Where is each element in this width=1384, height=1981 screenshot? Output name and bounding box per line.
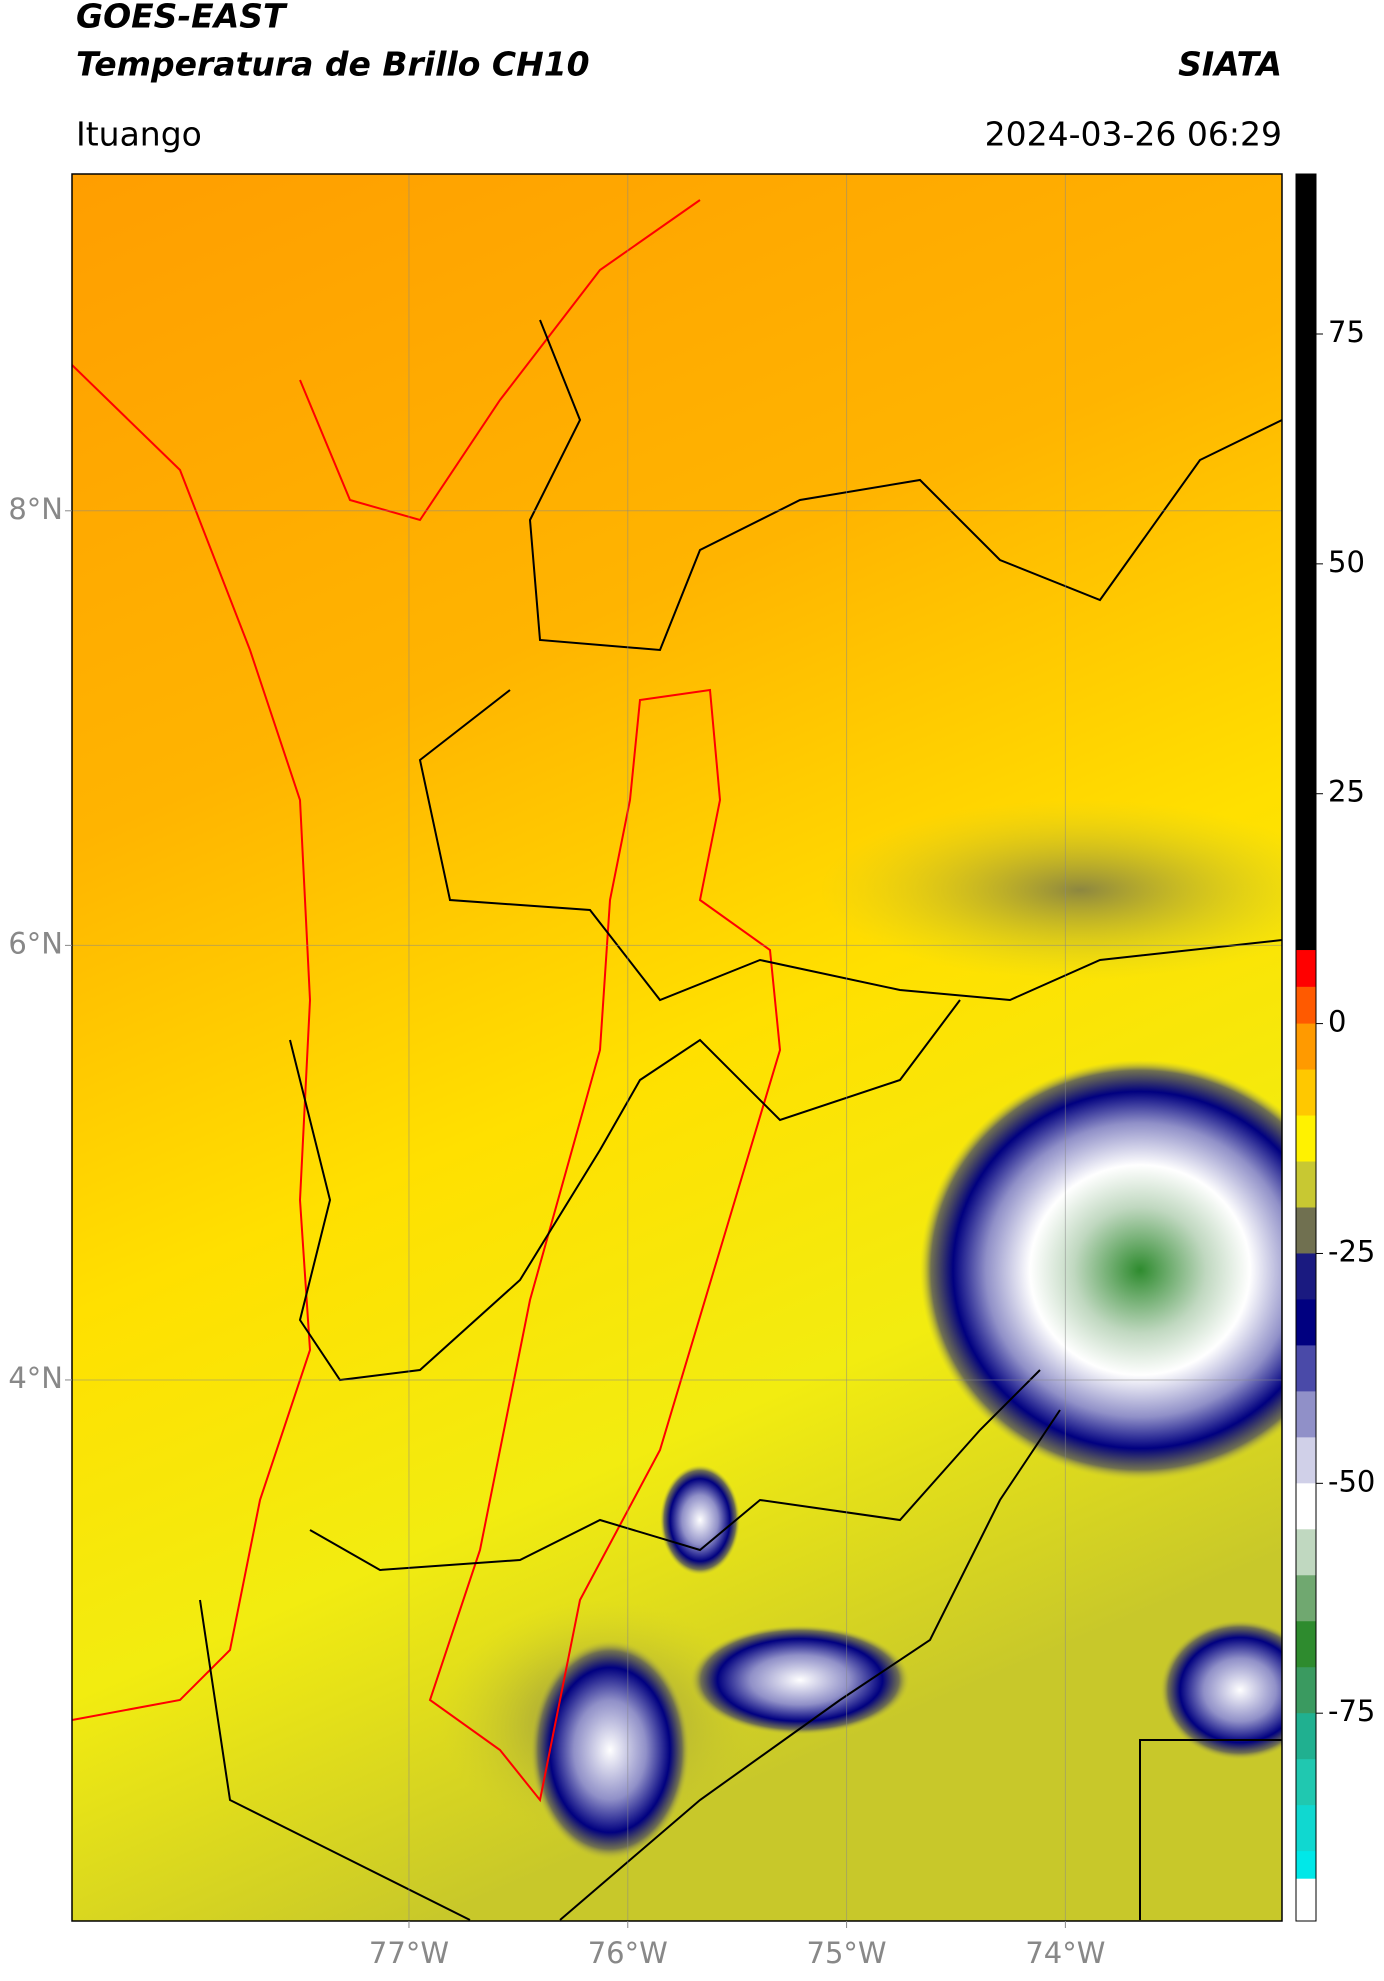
lon-tick-label: 75°W [807, 1936, 887, 1970]
border [289, 999, 961, 1382]
colorbar-tick-label: -50 [1328, 1464, 1375, 1498]
border [199, 1409, 1282, 1921]
colorbar-segment [1296, 950, 1316, 988]
cloud [530, 1640, 690, 1860]
lat-tick-label: 8°N [8, 492, 63, 526]
map-frame [71, 173, 1283, 1922]
lon-tick-label: 76°W [588, 1936, 668, 1970]
colorbar-segment [1296, 1713, 1316, 1760]
colorbar-frame [1295, 173, 1317, 1922]
lat-tick-label: 4°N [8, 1361, 63, 1395]
colorbar-segment [1296, 986, 1316, 1025]
colorbar-segment [1296, 1667, 1316, 1714]
colorbar-tick-label: -25 [1328, 1234, 1375, 1268]
basin-outline [428, 688, 782, 1803]
coastline [72, 364, 312, 1721]
colorbar-tick-label: 0 [1328, 1005, 1346, 1039]
coastline [299, 199, 701, 522]
colorbar-segment [1296, 1529, 1316, 1576]
cloud [820, 800, 1282, 980]
cloud [920, 1060, 1282, 1480]
colorbar-segment [1296, 1161, 1316, 1208]
subtitle: Temperatura de Brillo CH10 [76, 45, 590, 84]
border [309, 1369, 1041, 1572]
colorbar-segment [1296, 1345, 1316, 1392]
colorbar-tick-label: -75 [1328, 1694, 1375, 1728]
colorbar-segment [1296, 1805, 1316, 1852]
colorbar-segment [1296, 1575, 1316, 1622]
colorbar-segment [1296, 1253, 1316, 1300]
cloud [1160, 1620, 1282, 1760]
lon-tick-label: 77°W [369, 1936, 449, 1970]
colorbar-segment [1296, 1851, 1316, 1880]
colorbar-segment [1296, 1391, 1316, 1438]
colorbar-segment [1296, 1759, 1316, 1806]
colorbar-tick-label: 50 [1328, 545, 1365, 579]
location: Ituango [76, 115, 202, 154]
source: SIATA [1178, 45, 1282, 84]
colorbar-tick-label: 25 [1328, 775, 1365, 809]
colorbar-segment [1296, 1207, 1316, 1254]
colorbar-segment [1296, 1023, 1316, 1071]
colorbar-tick-label: 75 [1328, 315, 1365, 349]
title: GOES-EAST [76, 0, 288, 36]
colorbar-segment [1296, 1878, 1316, 1922]
map [72, 174, 1282, 1921]
border [528, 319, 1282, 652]
colorbar-segment [1296, 174, 1316, 951]
border [418, 689, 1282, 1002]
cloud [660, 1465, 740, 1575]
lon-tick-label: 74°W [1025, 1936, 1105, 1970]
colorbar-segment [1296, 1115, 1316, 1163]
colorbar-segment [1296, 1483, 1316, 1530]
lat-tick-label: 6°N [8, 926, 63, 960]
colorbar-segment [1296, 1299, 1316, 1346]
colorbar-segment [1296, 1437, 1316, 1484]
colorbar-segment [1296, 1621, 1316, 1668]
cloud [690, 1625, 910, 1735]
colorbar-segment [1296, 1069, 1316, 1117]
datetime: 2024-03-26 06:29 [985, 115, 1282, 154]
